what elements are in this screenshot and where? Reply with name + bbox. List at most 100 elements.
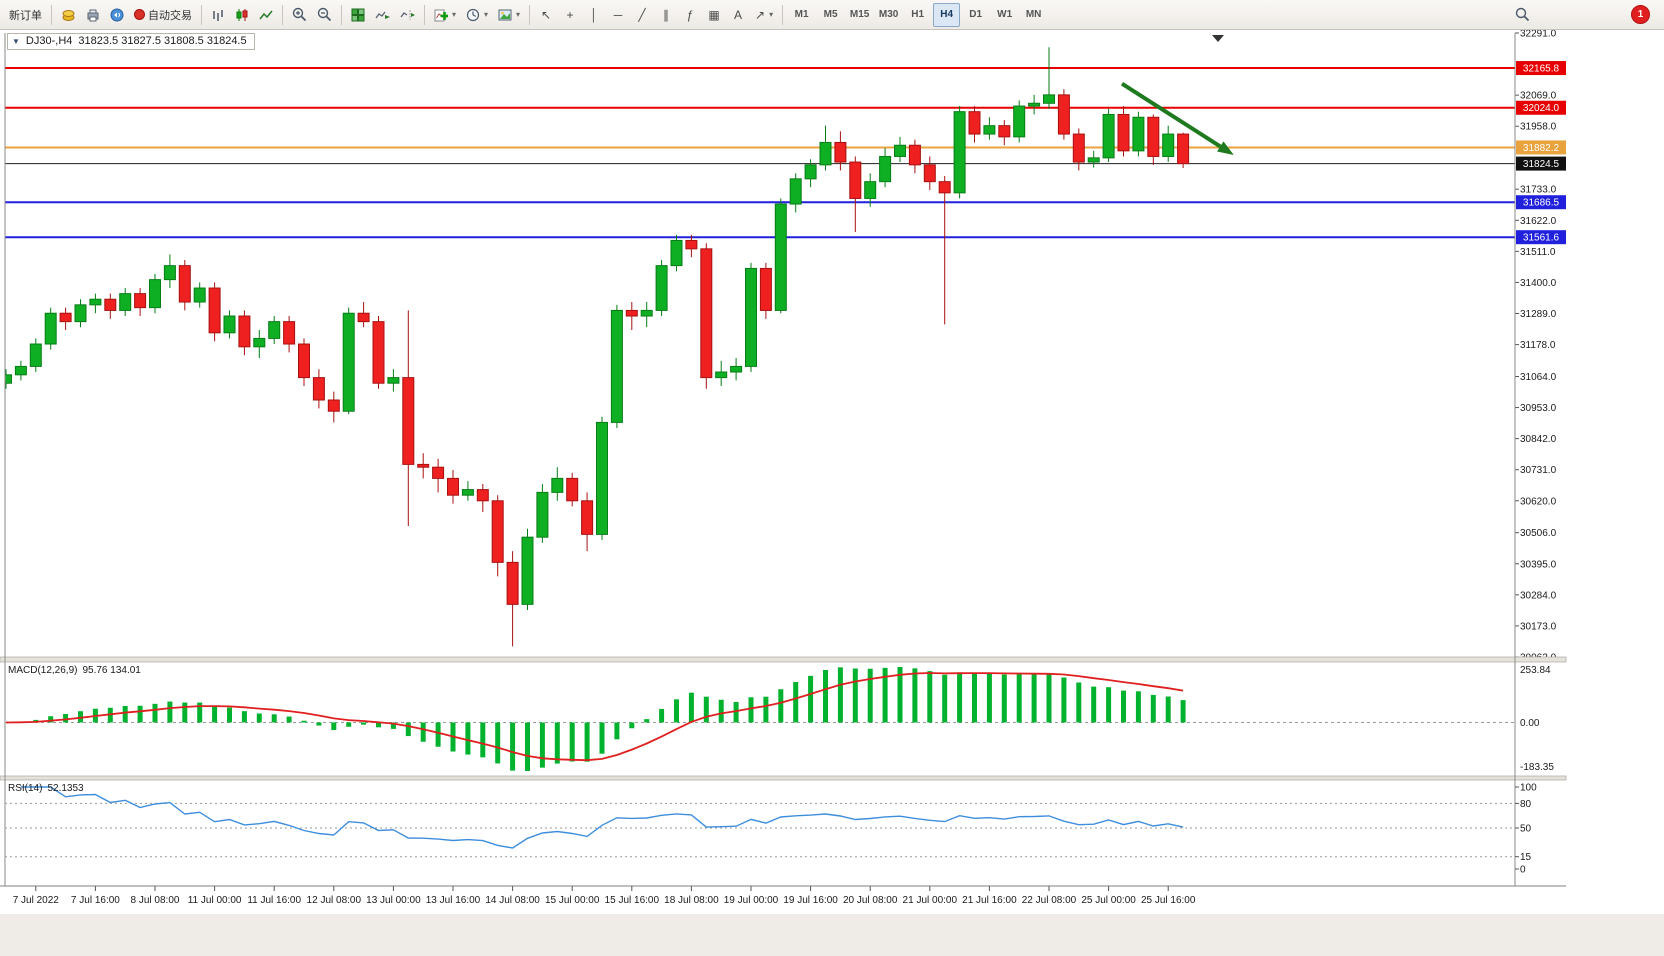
candle bbox=[14, 365, 27, 376]
candle bbox=[89, 298, 102, 306]
search-button[interactable] bbox=[1510, 3, 1535, 27]
text-tool-button[interactable]: A bbox=[726, 3, 750, 27]
time-axis-label: 14 Jul 08:00 bbox=[485, 895, 540, 906]
candle bbox=[44, 312, 57, 345]
indicators-button[interactable]: ▾ bbox=[429, 3, 461, 27]
candle bbox=[730, 365, 743, 373]
notification-badge[interactable]: 1 bbox=[1631, 5, 1650, 24]
candlestick-chart-button[interactable] bbox=[230, 3, 254, 27]
chart-shift-marker[interactable] bbox=[1212, 35, 1224, 42]
price-level-badge-label: 31882.2 bbox=[1523, 143, 1560, 154]
vertical-line-tool-button[interactable]: │ bbox=[582, 3, 606, 27]
cursor-tool-button[interactable]: ↖ bbox=[534, 3, 558, 27]
candle bbox=[163, 265, 176, 281]
trendline-tool-button[interactable]: ╱ bbox=[630, 3, 654, 27]
tf-button-m5[interactable]: M5 bbox=[817, 3, 844, 27]
candle bbox=[74, 304, 87, 323]
candle bbox=[59, 312, 72, 323]
price-level-badge-label: 32024.0 bbox=[1523, 103, 1560, 114]
rsi-line bbox=[20, 786, 1184, 849]
tf-button-m1[interactable]: M1 bbox=[788, 3, 815, 27]
candle bbox=[849, 161, 862, 199]
announcement-button[interactable] bbox=[105, 3, 129, 27]
candle bbox=[1162, 133, 1175, 157]
rsi-axis-label: 80 bbox=[1520, 799, 1532, 810]
tf-button-m30[interactable]: M30 bbox=[875, 3, 902, 27]
candle bbox=[745, 267, 757, 367]
crosshair-icon: + bbox=[566, 7, 574, 22]
candle bbox=[1117, 113, 1130, 152]
panel-separator[interactable] bbox=[0, 775, 1567, 781]
channel-tool-button[interactable]: ∥ bbox=[654, 3, 678, 27]
chart-title-box: ▼ DJ30-,H4 31823.5 31827.5 31808.5 31824… bbox=[7, 33, 255, 50]
candle bbox=[149, 279, 161, 309]
candle bbox=[536, 491, 549, 538]
candle bbox=[1013, 105, 1026, 138]
candle bbox=[1087, 157, 1100, 163]
bar-chart-button[interactable] bbox=[206, 3, 230, 27]
chart-symbol-period: DJ30-,H4 bbox=[25, 35, 73, 47]
fibonacci-tool-button[interactable]: ƒ bbox=[678, 3, 702, 27]
candle bbox=[551, 477, 564, 493]
arrows-tool-button[interactable]: ↗ ▾ bbox=[750, 3, 778, 27]
price-axis-label: 30731.0 bbox=[1520, 465, 1557, 476]
autotrading-button[interactable]: 自动交易 bbox=[129, 3, 197, 27]
time-axis-label: 13 Jul 00:00 bbox=[366, 895, 421, 906]
periods-button[interactable]: ▾ bbox=[461, 3, 493, 27]
chart-canvas[interactable]: 32291.0 32069.0 31958.0 31733.0 31622.0 31511… bbox=[0, 30, 1664, 956]
time-axis-label: 25 Jul 16:00 bbox=[1141, 895, 1196, 906]
window-bottom-strip bbox=[0, 914, 1664, 956]
rsi-axis-label: 15 bbox=[1520, 852, 1532, 863]
vertical-line-icon: │ bbox=[590, 7, 598, 22]
candle bbox=[1028, 102, 1041, 107]
auto-scroll-button[interactable] bbox=[370, 3, 395, 27]
candle bbox=[298, 343, 310, 379]
time-axis-label: 13 Jul 16:00 bbox=[426, 895, 481, 906]
tf-button-mn[interactable]: MN bbox=[1020, 3, 1047, 27]
candle bbox=[432, 466, 445, 479]
tile-windows-button[interactable] bbox=[346, 3, 370, 27]
candle bbox=[104, 298, 117, 311]
candle bbox=[387, 377, 400, 384]
candle bbox=[193, 287, 206, 303]
price-level-badge bbox=[1516, 140, 1566, 155]
trend-arrow[interactable] bbox=[1120, 81, 1222, 149]
candle bbox=[700, 248, 713, 379]
horizontal-line-tool-button[interactable]: ─ bbox=[606, 3, 630, 27]
crosshair-tool-button[interactable]: + bbox=[558, 3, 582, 27]
price-axis-label: 31289.0 bbox=[1520, 309, 1557, 320]
tf-button-w1[interactable]: W1 bbox=[991, 3, 1018, 27]
line-chart-button[interactable] bbox=[254, 3, 278, 27]
candle bbox=[268, 321, 281, 339]
candle bbox=[685, 239, 698, 250]
candle bbox=[566, 477, 579, 502]
templates-button[interactable]: ▾ bbox=[493, 3, 525, 27]
price-axis-label: 30395.0 bbox=[1520, 559, 1557, 570]
one-click-trading-caret-icon[interactable]: ▼ bbox=[12, 36, 20, 46]
deposit-button[interactable] bbox=[56, 3, 81, 27]
candle bbox=[774, 203, 787, 311]
new-order-button[interactable]: 新订单 bbox=[4, 3, 47, 27]
tf-button-h1[interactable]: H1 bbox=[904, 3, 931, 27]
templates-caret-icon: ▾ bbox=[516, 10, 521, 19]
tf-button-h4[interactable]: H4 bbox=[933, 2, 961, 27]
chart-shift-button[interactable] bbox=[395, 3, 420, 27]
zoom-out-button[interactable] bbox=[312, 3, 337, 27]
macd-axis-label: -183.35 bbox=[1520, 762, 1554, 773]
candle bbox=[521, 536, 534, 605]
candle bbox=[819, 141, 832, 166]
print-button[interactable] bbox=[81, 3, 105, 27]
price-level-badge bbox=[1516, 195, 1566, 210]
panel-separator[interactable] bbox=[0, 656, 1567, 663]
candle bbox=[178, 265, 191, 303]
price-axis-label: 31178.0 bbox=[1520, 340, 1556, 351]
candle bbox=[253, 337, 266, 348]
candle bbox=[596, 421, 608, 535]
tf-button-d1[interactable]: D1 bbox=[962, 3, 989, 27]
price-axis-label: 30620.0 bbox=[1520, 496, 1557, 507]
zoom-in-button[interactable] bbox=[287, 3, 312, 27]
tf-button-m15[interactable]: M15 bbox=[846, 3, 873, 27]
candle bbox=[923, 164, 936, 183]
shapes-tool-button[interactable]: ▦ bbox=[702, 3, 726, 27]
channel-icon: ∥ bbox=[663, 7, 670, 22]
